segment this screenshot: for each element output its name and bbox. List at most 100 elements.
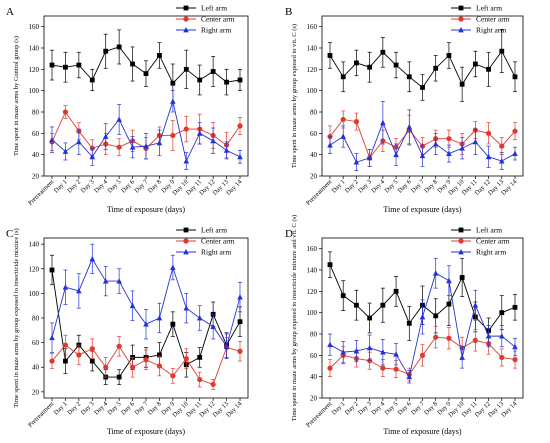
data-point [116,278,122,284]
y-tick-label: 160 [29,23,40,31]
y-axis-title: Time spent in maze arms by group exposed… [291,215,298,421]
data-point [102,133,109,139]
y-tick-label: 160 [307,23,318,31]
data-point [156,139,163,146]
x-axis-title: Time of exposure (days) [383,427,461,436]
data-point [472,302,479,308]
legend-marker [458,16,464,22]
legend-label: Right arm [476,248,506,257]
x-tick-label: Day 4 [93,178,110,195]
data-point [49,267,55,273]
x-tick-label: Day 4 [370,400,387,417]
data-point [76,287,82,294]
data-point [340,133,347,139]
data-point [183,158,190,164]
data-point [210,69,216,74]
panel-label: B [285,6,292,18]
legend-marker [183,5,189,11]
data-point [327,142,333,148]
x-axis-title: Time of exposure (days) [107,205,185,214]
data-point [419,152,426,159]
data-point [327,53,333,58]
data-point [76,62,82,68]
data-point [237,123,243,129]
legend-label: Center arm [476,15,510,24]
data-point [210,323,216,330]
y-tick-label: 100 [29,87,40,95]
data-point [406,320,412,326]
legend-marker [458,238,464,244]
data-point [62,284,69,290]
data-point [237,153,243,160]
data-point [499,310,505,316]
data-point [446,301,452,307]
y-tick-label: 40 [310,373,318,381]
data-point [170,264,176,270]
x-tick-label: Day 6 [397,400,414,417]
y-tick-label: 100 [29,290,40,298]
data-point [170,132,176,139]
data-point [183,356,189,362]
data-point [512,74,518,80]
data-point [223,147,230,153]
legend-marker [183,16,189,22]
data-point [419,313,426,320]
data-point [353,159,360,165]
data-point [380,119,386,126]
data-point [76,138,82,145]
data-point [116,343,122,349]
x-tick-label: Day 2 [344,178,360,194]
data-point [459,145,465,151]
data-point [170,321,176,327]
data-point [499,48,505,54]
data-point [183,66,189,72]
x-tick-label: Day 3 [357,400,373,416]
x-tick-label: Day 14 [225,178,244,197]
x-axis-title: Time of exposure (days) [107,427,185,436]
data-point [380,302,386,308]
y-tick-label: 80 [310,331,318,339]
legend-label: Right arm [476,26,506,35]
legend-label: Right arm [201,26,231,35]
legend: Left arm Center arm Right arm [451,4,510,35]
x-tick-label: Day 6 [120,178,137,195]
data-point [103,48,109,54]
data-point [130,61,135,67]
data-point [143,321,149,327]
data-point [237,77,243,83]
panel-label: A [6,6,14,18]
data-point [499,354,505,361]
legend-label: Left arm [201,226,227,235]
x-tick-label: Pretreatment [305,178,334,207]
data-point [49,358,55,364]
x-tick-label: Day 1 [331,178,347,194]
data-point [116,44,122,50]
data-point [129,144,136,150]
data-point [89,358,95,364]
data-point [89,153,96,160]
data-point [327,262,333,268]
data-point [49,136,55,143]
y-tick-label: 60 [310,352,318,360]
data-point [76,352,82,358]
data-point [512,357,518,363]
data-point [380,49,386,55]
data-point [486,66,491,72]
x-tick-label: Day 8 [423,178,439,194]
data-point [459,81,465,87]
data-point [237,319,243,325]
y-tick-label: 40 [32,364,40,372]
x-tick-label: Day 1 [331,400,347,416]
x-tick-label: Day 5 [106,400,122,416]
x-tick-label: Day 14 [225,400,244,419]
series-left-arm [49,29,243,103]
data-point [116,144,122,150]
data-point [512,150,518,156]
data-point [223,343,230,349]
y-tick-label: 20 [310,395,318,403]
data-point [89,346,95,352]
x-tick-label: Day 2 [66,178,82,194]
